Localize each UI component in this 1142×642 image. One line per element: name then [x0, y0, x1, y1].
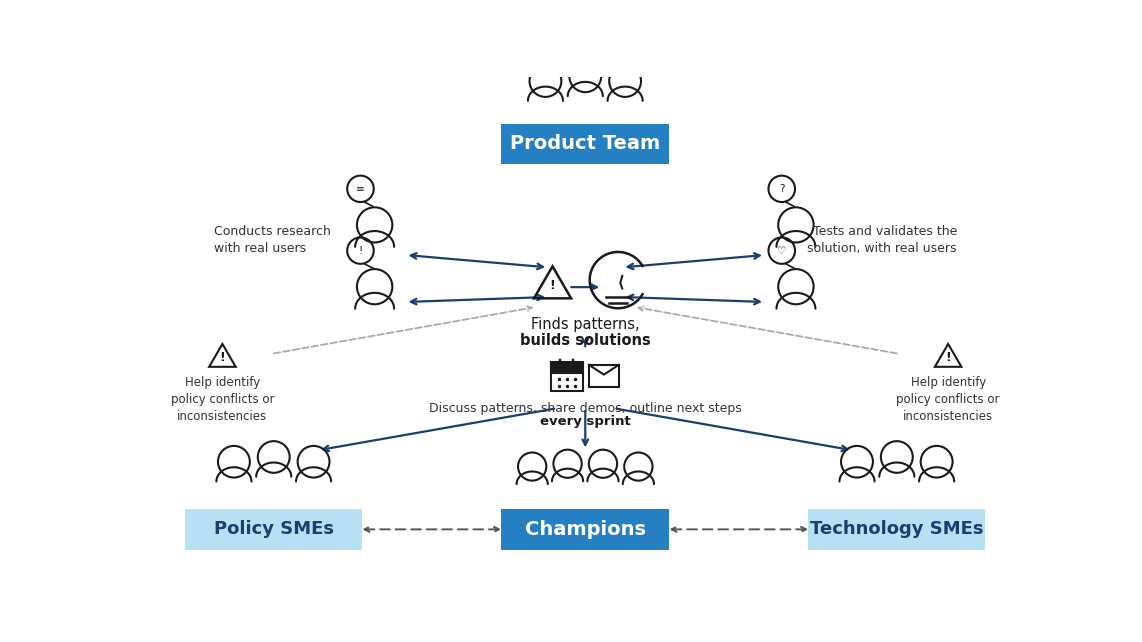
Text: !: !: [219, 351, 225, 364]
Text: !: !: [946, 351, 951, 364]
Text: Discuss patterns, share demos, outline next steps: Discuss patterns, share demos, outline n…: [429, 402, 741, 415]
Text: ?: ?: [779, 184, 785, 194]
Text: Conducts research
with real users: Conducts research with real users: [214, 225, 330, 255]
Text: Finds patterns,: Finds patterns,: [531, 317, 640, 332]
FancyBboxPatch shape: [809, 509, 986, 550]
FancyBboxPatch shape: [501, 123, 669, 164]
Text: ♡: ♡: [778, 246, 787, 256]
FancyBboxPatch shape: [589, 365, 619, 388]
FancyBboxPatch shape: [550, 363, 582, 373]
Text: Tests and validates the
solution, with real users: Tests and validates the solution, with r…: [807, 225, 957, 255]
Text: builds solutions: builds solutions: [520, 333, 651, 348]
FancyBboxPatch shape: [501, 509, 669, 550]
Text: Help identify
policy conflicts or
inconsistencies: Help identify policy conflicts or incons…: [896, 376, 1000, 423]
Text: Product Team: Product Team: [510, 134, 660, 153]
Text: Technology SMEs: Technology SMEs: [810, 521, 983, 539]
Text: !: !: [549, 279, 555, 292]
FancyBboxPatch shape: [185, 509, 362, 550]
Text: !: !: [359, 246, 363, 256]
Text: Champions: Champions: [525, 520, 645, 539]
Text: Policy SMEs: Policy SMEs: [214, 521, 333, 539]
Text: ≡: ≡: [356, 184, 364, 194]
FancyBboxPatch shape: [550, 362, 582, 392]
Text: every sprint: every sprint: [540, 415, 630, 428]
Text: Help identify
policy conflicts or
inconsistencies: Help identify policy conflicts or incons…: [170, 376, 274, 423]
